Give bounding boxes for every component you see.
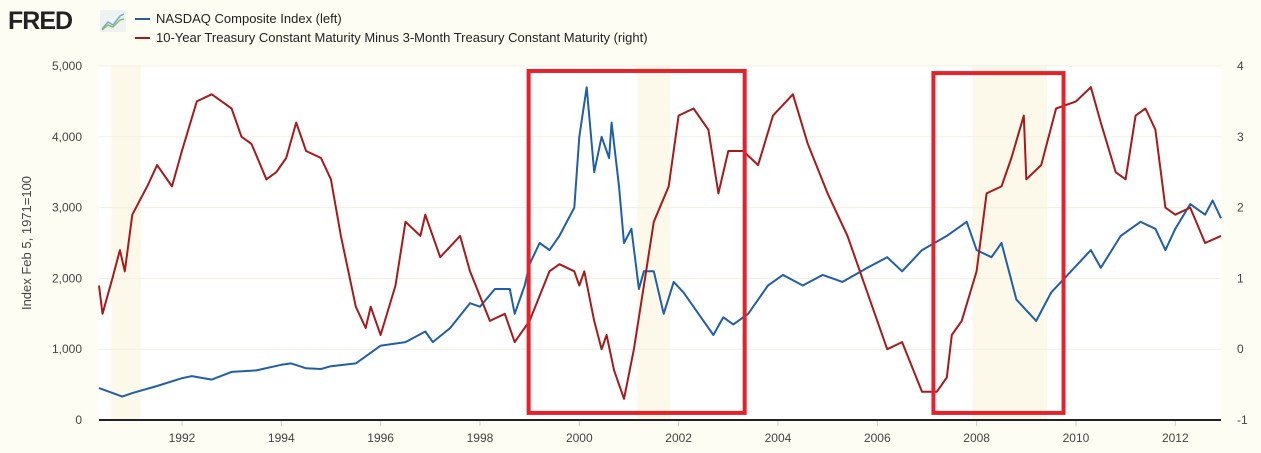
y-tick-right: 4 [1237, 59, 1244, 73]
x-tick-label: 2008 [963, 431, 990, 445]
y-tick-right: 3 [1237, 130, 1244, 144]
x-tick-label: 2006 [864, 431, 891, 445]
y-tick-left: 4,000 [52, 130, 82, 144]
x-tick-label: 2010 [1063, 431, 1090, 445]
recession-shading [637, 66, 671, 420]
y-tick-left: 2,000 [52, 271, 82, 285]
y-tick-left: 5,000 [52, 59, 82, 73]
legend-item-nasdaq[interactable]: NASDAQ Composite Index (left) [135, 11, 342, 26]
y-tick-right: 2 [1237, 201, 1244, 215]
highlight-box [526, 68, 747, 415]
x-tick-label: 2012 [1162, 431, 1189, 445]
x-tick-label: 1994 [268, 431, 295, 445]
fred-logo: FRED [8, 7, 73, 35]
recession-shading [111, 66, 141, 420]
y-tick-right: -1 [1237, 413, 1248, 427]
nasdaq-line [98, 86, 1222, 398]
legend-swatch [135, 36, 150, 39]
y-tick-left: 1,000 [52, 342, 82, 356]
x-tick-label: 2002 [665, 431, 692, 445]
highlight-box [931, 71, 1066, 415]
x-tick-label: 1992 [169, 431, 196, 445]
x-tick-label: 2004 [765, 431, 792, 445]
chart-logo-icon [100, 10, 126, 32]
recession-shading [972, 66, 1048, 420]
x-tick-label: 2000 [566, 431, 593, 445]
legend-swatch [135, 17, 150, 20]
y-tick-right: 1 [1237, 271, 1244, 285]
x-tick-label: 1996 [367, 431, 394, 445]
y-tick-right: 0 [1237, 342, 1244, 356]
x-tick-label: 1998 [467, 431, 494, 445]
legend-label: NASDAQ Composite Index (left) [156, 11, 342, 26]
legend-item-spread[interactable]: 10-Year Treasury Constant Maturity Minus… [135, 30, 648, 45]
y-tick-left: 0 [75, 413, 82, 427]
legend-label: 10-Year Treasury Constant Maturity Minus… [156, 30, 648, 45]
yield-spread-line [98, 86, 1222, 400]
y-axis-label: Index Feb 5, 1971=100 [19, 176, 34, 310]
y-tick-left: 3,000 [52, 201, 82, 215]
